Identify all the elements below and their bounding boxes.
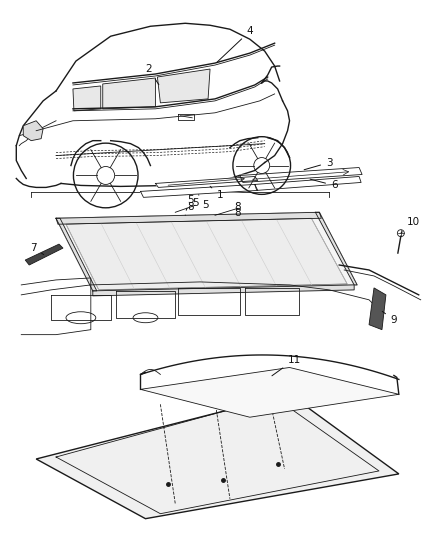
- Polygon shape: [73, 86, 101, 111]
- Text: 4: 4: [217, 26, 253, 62]
- Text: 2: 2: [145, 64, 159, 85]
- Polygon shape: [23, 121, 43, 141]
- Polygon shape: [240, 167, 362, 182]
- Text: 8: 8: [235, 203, 241, 212]
- Polygon shape: [369, 288, 386, 330]
- Text: 5: 5: [192, 198, 198, 208]
- Text: 8: 8: [185, 203, 194, 215]
- Polygon shape: [255, 176, 361, 190]
- Polygon shape: [25, 244, 63, 265]
- Text: 1: 1: [210, 187, 223, 200]
- Text: 8: 8: [235, 203, 241, 219]
- Ellipse shape: [397, 230, 404, 237]
- Polygon shape: [56, 212, 321, 224]
- Polygon shape: [93, 285, 354, 296]
- Text: 5: 5: [186, 196, 194, 211]
- Polygon shape: [141, 184, 258, 197]
- Polygon shape: [157, 69, 210, 103]
- Polygon shape: [141, 367, 399, 417]
- Polygon shape: [155, 176, 258, 188]
- Polygon shape: [36, 394, 399, 519]
- Polygon shape: [66, 218, 347, 290]
- Polygon shape: [103, 78, 155, 109]
- Text: 7: 7: [30, 243, 44, 255]
- Polygon shape: [56, 212, 357, 291]
- Text: 11: 11: [272, 354, 301, 376]
- Text: 6: 6: [310, 179, 338, 190]
- Polygon shape: [56, 218, 97, 291]
- Polygon shape: [315, 212, 357, 285]
- Text: 10: 10: [401, 217, 420, 233]
- Text: 3: 3: [304, 158, 332, 169]
- Text: 5: 5: [198, 195, 208, 211]
- Text: 9: 9: [382, 311, 397, 325]
